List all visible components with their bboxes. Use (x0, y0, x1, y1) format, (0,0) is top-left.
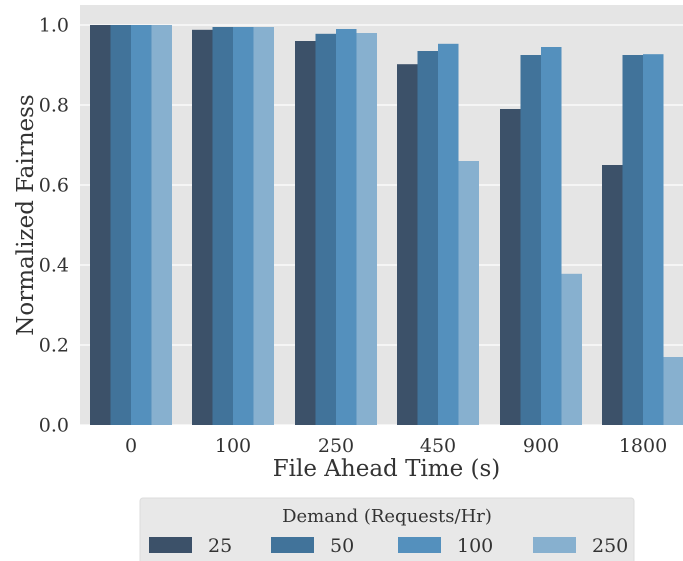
y-tick-label: 1.0 (39, 15, 69, 37)
bar-450-series-100 (438, 43, 459, 426)
legend-swatch-50 (271, 537, 314, 553)
bar-100-series-25 (192, 29, 213, 426)
legend-label: 50 (330, 535, 354, 557)
legend-label: 100 (457, 535, 493, 557)
bar-250-series-250 (356, 33, 377, 425)
x-tick-label: 900 (523, 435, 559, 457)
bar-0-series-50 (110, 25, 131, 425)
y-tick-label: 0.4 (39, 255, 69, 277)
y-tick-label: 0.2 (39, 335, 69, 357)
y-tick-labels: 0.0 0.2 0.4 0.6 0.8 1.0 (39, 15, 69, 437)
bar-100-series-50 (212, 27, 233, 425)
legend-title: Demand (Requests/Hr) (282, 506, 492, 527)
y-tick-label: 0.6 (39, 175, 69, 197)
bar-1800-series-50 (622, 55, 643, 425)
bar-250-series-50 (315, 33, 336, 426)
legend-swatch-25 (149, 537, 192, 553)
x-tick-label: 0 (125, 435, 137, 457)
x-axis-title: File Ahead Time (s) (273, 456, 501, 482)
bar-100-series-100 (233, 27, 254, 425)
legend-label: 250 (592, 535, 628, 557)
grid-lines (80, 24, 683, 426)
bar-0-series-25 (90, 25, 111, 425)
bar-450-series-250 (458, 161, 479, 425)
bar-900-series-100 (541, 47, 562, 425)
bar-0-series-100 (131, 25, 152, 425)
bar-450-series-25 (397, 64, 418, 425)
bar-900-series-25 (500, 109, 521, 425)
bar-250-series-25 (295, 41, 316, 425)
legend: Demand (Requests/Hr) 25 50 100 250 (139, 497, 635, 561)
bar-450-series-50 (417, 51, 438, 425)
bar-1800-series-250 (663, 357, 683, 425)
legend-label: 25 (208, 535, 232, 557)
x-tick-label: 1800 (619, 435, 667, 457)
legend-swatch-250 (533, 537, 576, 553)
plot-background (80, 5, 683, 425)
bar-1800-series-100 (643, 54, 664, 425)
x-tick-labels: 0 100 250 450 900 1800 (125, 435, 667, 457)
x-tick-label: 450 (420, 435, 456, 457)
x-tick-label: 250 (318, 435, 354, 457)
legend-swatch-100 (398, 537, 441, 553)
y-tick-label: 0.0 (39, 415, 69, 437)
legend-items: 25 50 100 250 (149, 535, 628, 557)
bar-900-series-250 (561, 273, 582, 425)
bar-0-series-250 (151, 25, 172, 425)
bar-900-series-50 (520, 55, 541, 425)
bar-250-series-100 (336, 29, 357, 425)
bars (90, 25, 683, 426)
y-axis-title: Normalized Fairness (13, 94, 39, 335)
legend-background (139, 497, 635, 561)
x-tick-label: 100 (215, 435, 251, 457)
y-tick-label: 0.8 (39, 95, 69, 117)
bar-1800-series-25 (602, 165, 623, 425)
bar-100-series-250 (253, 27, 274, 425)
